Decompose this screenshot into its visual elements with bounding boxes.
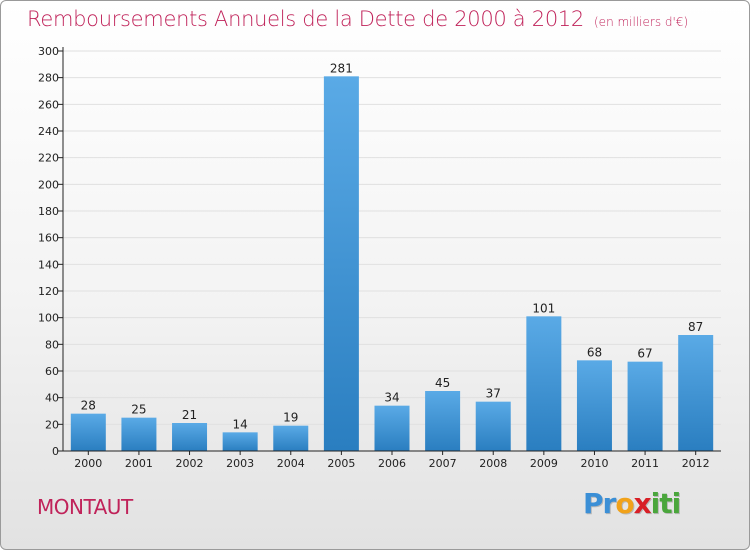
bar [627,361,663,451]
logo-letter: i [671,487,682,520]
x-tick-label: 2009 [530,457,558,470]
bar [121,417,157,451]
y-tick-label: 220 [38,152,59,165]
x-tick-label: 2004 [277,457,305,470]
data-label: 25 [131,403,146,417]
data-label: 68 [587,345,602,359]
logo-letter: x [633,487,652,520]
logo-letter: i [650,487,661,520]
bar [70,413,106,451]
data-label: 14 [233,417,248,431]
x-axis-ticks: 2000 2001 2002 2003 2004 2005 2006 2007 2008 2009… [74,451,710,470]
bar [425,391,461,451]
axes [62,47,721,452]
y-tick-label: 20 [45,418,59,431]
bar [374,405,410,451]
y-tick-label: 160 [38,232,59,245]
gridlines [63,50,721,425]
bar [222,432,258,451]
logo-letter: r [602,487,617,520]
data-label: 37 [486,387,501,401]
x-tick-label: 2010 [580,457,608,470]
data-label: 28 [81,399,96,413]
bar [323,76,359,451]
y-tick-label: 280 [38,72,59,85]
x-tick-label: 2002 [176,457,204,470]
y-tick-label: 140 [38,258,59,271]
logo-letter: t [659,487,672,520]
logo-letter: o [615,487,634,520]
chart-title-text: Remboursements Annuels de la Dette de 20… [27,7,584,31]
y-tick-label: 240 [38,125,59,138]
data-label: 34 [384,391,399,405]
x-tick-label: 2008 [479,457,507,470]
data-label: 19 [283,411,298,425]
bar [172,423,208,451]
proxiti-logo: Proxiti [583,487,682,527]
x-tick-label: 2000 [74,457,102,470]
bars: 28 25 21 14 19 281 34 45 37 101 68 67 87 [70,61,714,451]
bar [678,335,714,451]
chart-title: Remboursements Annuels de la Dette de 20… [27,7,688,31]
y-tick-label: 180 [38,205,59,218]
x-tick-label: 2005 [327,457,355,470]
x-tick-label: 2007 [429,457,457,470]
bar [273,425,309,451]
logo-letter: P [583,487,604,520]
y-tick-label: 100 [38,312,59,325]
x-tick-label: 2006 [378,457,406,470]
bar [576,360,612,451]
x-tick-label: 2003 [226,457,254,470]
y-tick-label: 120 [38,285,59,298]
data-label: 101 [532,301,555,315]
y-tick-label: 0 [52,445,59,458]
x-tick-label: 2011 [631,457,659,470]
x-tick-label: 2001 [125,457,153,470]
city-name: MONTAUT [37,495,133,519]
y-tick-label: 260 [38,98,59,111]
y-tick-label: 80 [45,338,59,351]
y-tick-label: 40 [45,392,59,405]
data-label: 45 [435,376,450,390]
data-label: 67 [637,347,652,361]
data-label: 281 [330,61,353,75]
y-tick-label: 300 [38,45,59,58]
bar [526,316,562,451]
y-tick-label: 60 [45,365,59,378]
data-label: 21 [182,408,197,422]
data-label: 87 [688,320,703,334]
y-axis-ticks: 0 20 40 60 80 100 120 140 160 180 200 220 240 260 280 3… [38,45,63,458]
y-tick-label: 200 [38,178,59,191]
bar [475,401,511,451]
x-tick-label: 2012 [682,457,710,470]
chart-subtitle: (en milliers d'€) [594,15,689,29]
